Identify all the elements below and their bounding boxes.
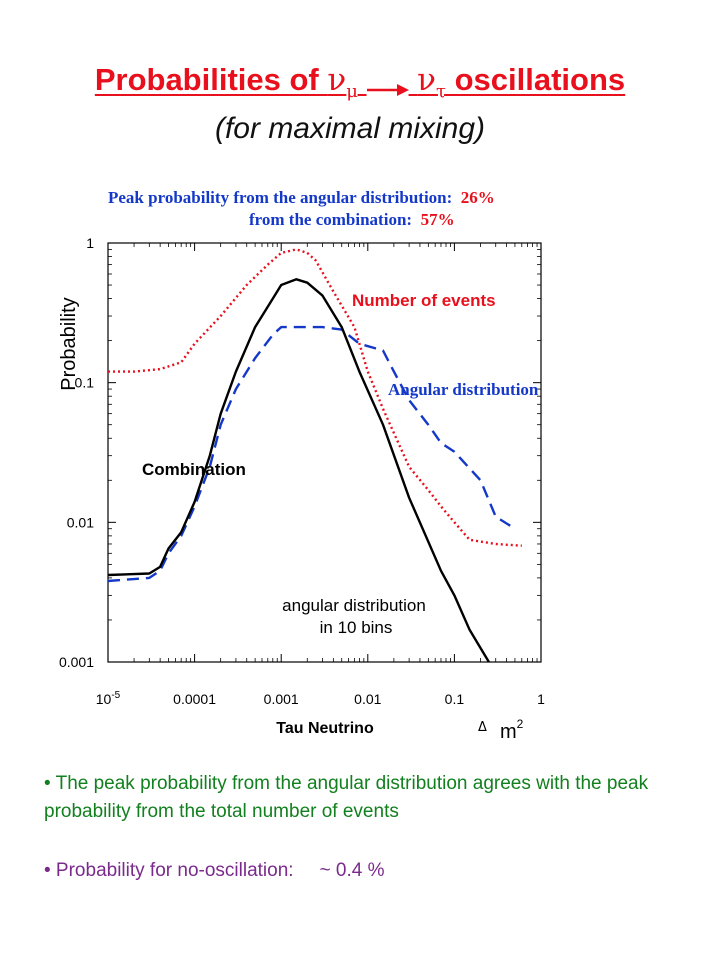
no-oscillation-label: • Probability for no-oscillation: (44, 860, 294, 881)
peak-annotation-combination: from the combination: 57% (249, 210, 455, 230)
series-angular-distribution (107, 325, 516, 583)
label-combination: Combination (142, 460, 246, 479)
arrow-icon (366, 72, 409, 96)
y-tick-label: 0.001 (59, 654, 94, 670)
x-tick-label: 0.01 (354, 691, 381, 707)
x-tick-label: 10-5 (96, 690, 121, 707)
nu-mu-symbol: νμ (327, 62, 358, 103)
m-squared-label: m2 (500, 717, 524, 743)
peak-annotation-angular: Peak probability from the angular distri… (108, 188, 495, 208)
peak-label-combination: from the combination: (249, 210, 413, 229)
plot-frame (107, 242, 542, 663)
x-axis-title: Tau Neutrino (276, 720, 374, 737)
series-number-of-events (108, 248, 522, 547)
peak-value-angular: 26% (460, 188, 495, 207)
y-tick-label: 0.01 (67, 514, 94, 530)
subtitle: (for maximal mixing) (214, 112, 486, 145)
label-bins-line1: angular distribution (282, 596, 426, 615)
delta-symbol: Δ (478, 720, 487, 735)
y-tick-label: 0.1 (75, 375, 95, 391)
label-number-of-events: Number of events (352, 291, 496, 310)
y-axis-title: Probability (58, 297, 80, 390)
x-tick-label: 1 (537, 691, 545, 707)
label-bins-line2: in 10 bins (320, 618, 393, 637)
slide-title: Probabilities of νμ ντ oscillations (0, 62, 720, 102)
bullet-peak-agreement: • The peak probability from the angular … (44, 773, 649, 822)
label-angular-distribution: Angular distribution (388, 380, 539, 399)
title-text: Probabilities of νμ ντ oscillations (94, 62, 626, 103)
nu-tau-symbol: ντ (417, 62, 446, 103)
bullet-no-oscillation: • Probability for no-oscillation: ~ 0.4 % (44, 857, 385, 885)
x-tick-label: 0.1 (445, 691, 465, 707)
no-oscillation-value: ~ 0.4 % (319, 860, 385, 881)
y-tick-label: 1 (86, 235, 94, 251)
x-tick-label: 0.0001 (173, 691, 216, 707)
peak-value-combination: 57% (420, 210, 455, 229)
title-prefix: Probabilities of (94, 62, 328, 97)
title-suffix: oscillations (446, 62, 626, 97)
series-combination (107, 278, 490, 663)
x-tick-label: 0.001 (264, 691, 299, 707)
peak-label-angular: Peak probability from the angular distri… (108, 188, 453, 207)
